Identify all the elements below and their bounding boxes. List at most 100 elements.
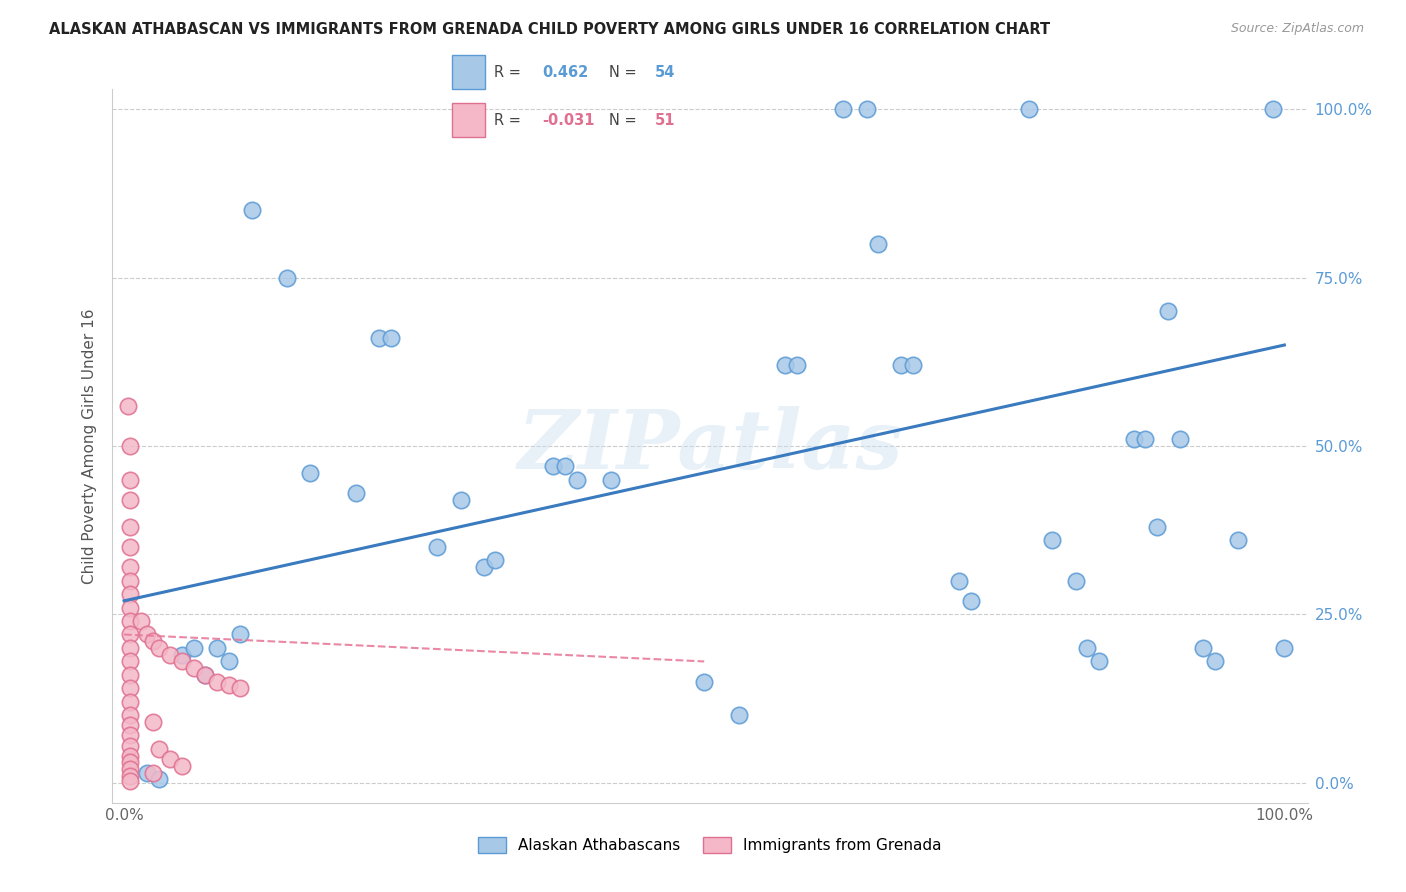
Point bbox=[118, 492, 141, 507]
Bar bbox=[451, 103, 485, 137]
Point bbox=[775, 358, 797, 372]
Point bbox=[960, 594, 983, 608]
Point bbox=[1064, 574, 1087, 588]
Text: N =: N = bbox=[609, 113, 637, 128]
Point bbox=[131, 614, 153, 628]
Point bbox=[218, 678, 240, 692]
Point bbox=[1168, 432, 1191, 446]
Point bbox=[901, 358, 924, 372]
Point bbox=[1076, 640, 1098, 655]
Point bbox=[118, 614, 141, 628]
Point bbox=[855, 103, 877, 117]
Point bbox=[172, 655, 194, 669]
Point bbox=[1226, 533, 1249, 548]
Y-axis label: Child Poverty Among Girls Under 16: Child Poverty Among Girls Under 16 bbox=[82, 309, 97, 583]
Point bbox=[693, 674, 716, 689]
Point bbox=[118, 708, 141, 723]
Point bbox=[1157, 304, 1180, 318]
Point bbox=[472, 560, 495, 574]
Point bbox=[554, 459, 576, 474]
Point bbox=[832, 103, 855, 117]
Point bbox=[118, 762, 141, 776]
Point bbox=[136, 627, 159, 641]
Point bbox=[118, 560, 141, 574]
Point bbox=[380, 331, 402, 345]
Point bbox=[118, 739, 141, 753]
Point bbox=[118, 574, 141, 588]
Point bbox=[183, 661, 205, 675]
Point bbox=[218, 655, 240, 669]
Point bbox=[118, 655, 141, 669]
Point bbox=[1122, 432, 1144, 446]
Text: R =: R = bbox=[495, 65, 522, 79]
Point bbox=[118, 473, 141, 487]
Point bbox=[118, 748, 141, 763]
Legend: Alaskan Athabascans, Immigrants from Grenada: Alaskan Athabascans, Immigrants from Gre… bbox=[472, 831, 948, 859]
Point bbox=[118, 540, 141, 554]
Point bbox=[118, 520, 141, 534]
Point bbox=[172, 648, 194, 662]
Point bbox=[148, 742, 170, 756]
Point bbox=[1087, 655, 1109, 669]
Point bbox=[118, 769, 141, 783]
Point bbox=[117, 399, 139, 413]
Point bbox=[205, 640, 228, 655]
Point bbox=[159, 752, 181, 766]
Point bbox=[194, 668, 217, 682]
Point bbox=[118, 756, 141, 770]
Text: ALASKAN ATHABASCAN VS IMMIGRANTS FROM GRENADA CHILD POVERTY AMONG GIRLS UNDER 16: ALASKAN ATHABASCAN VS IMMIGRANTS FROM GR… bbox=[49, 22, 1050, 37]
Point bbox=[600, 473, 623, 487]
Point bbox=[159, 648, 181, 662]
Point bbox=[543, 459, 565, 474]
Point bbox=[183, 640, 205, 655]
Text: 0.462: 0.462 bbox=[543, 65, 589, 79]
Point bbox=[118, 681, 141, 696]
Point bbox=[118, 729, 141, 743]
Point bbox=[298, 466, 321, 480]
Text: -0.031: -0.031 bbox=[543, 113, 595, 128]
Point bbox=[240, 203, 263, 218]
Point bbox=[205, 674, 228, 689]
Point bbox=[890, 358, 912, 372]
Point bbox=[368, 331, 391, 345]
Point bbox=[229, 627, 252, 641]
Point bbox=[118, 668, 141, 682]
Point bbox=[344, 486, 367, 500]
Point bbox=[118, 587, 141, 601]
Point bbox=[136, 765, 159, 780]
Text: R =: R = bbox=[495, 113, 522, 128]
Point bbox=[1192, 640, 1215, 655]
Point bbox=[118, 627, 141, 641]
Point bbox=[1261, 103, 1284, 117]
Point bbox=[450, 492, 472, 507]
Point bbox=[948, 574, 970, 588]
Point bbox=[142, 634, 165, 648]
Point bbox=[868, 237, 890, 252]
Point bbox=[1133, 432, 1156, 446]
Point bbox=[1018, 103, 1040, 117]
Point bbox=[142, 714, 165, 729]
Point bbox=[728, 708, 751, 723]
Text: 54: 54 bbox=[655, 65, 675, 79]
Text: N =: N = bbox=[609, 65, 637, 79]
Point bbox=[172, 758, 194, 772]
Text: ZIPatlas: ZIPatlas bbox=[517, 406, 903, 486]
Point bbox=[1204, 655, 1226, 669]
Point bbox=[118, 695, 141, 709]
Point bbox=[118, 600, 141, 615]
Point bbox=[148, 640, 170, 655]
Point bbox=[118, 774, 141, 789]
Point bbox=[426, 540, 449, 554]
Point bbox=[142, 765, 165, 780]
Point bbox=[484, 553, 506, 567]
Point bbox=[118, 439, 141, 453]
Text: Source: ZipAtlas.com: Source: ZipAtlas.com bbox=[1230, 22, 1364, 36]
Point bbox=[276, 270, 298, 285]
Point bbox=[565, 473, 588, 487]
Point bbox=[1272, 640, 1295, 655]
Bar bbox=[451, 55, 485, 88]
Point bbox=[148, 772, 170, 787]
Point bbox=[118, 718, 141, 732]
Point bbox=[786, 358, 808, 372]
Text: 51: 51 bbox=[655, 113, 675, 128]
